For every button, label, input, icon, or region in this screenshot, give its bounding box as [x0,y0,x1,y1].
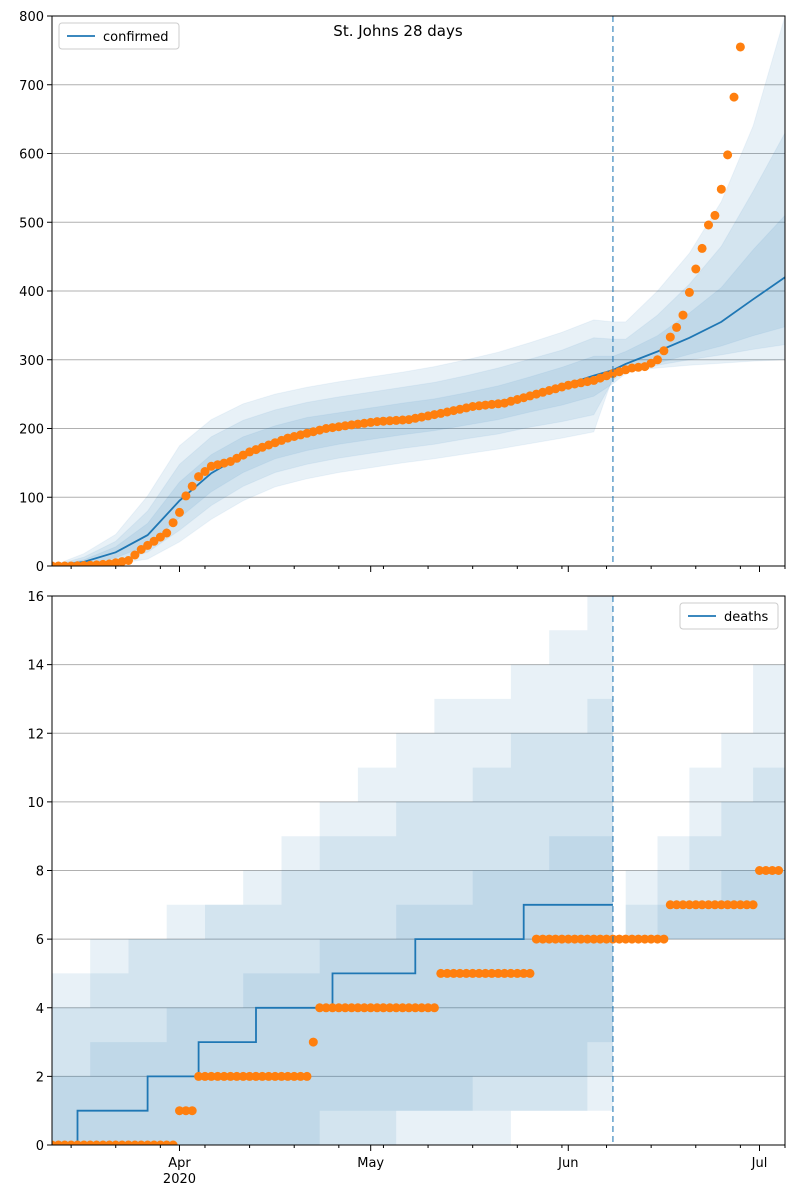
y-tick-label: 2 [36,1070,44,1085]
observed-point [691,265,700,274]
y-tick-label: 6 [36,933,44,948]
x-tick-label: May [357,1156,384,1171]
y-tick-label: 200 [19,423,44,438]
y-tick-label: 0 [36,560,44,575]
observed-point [162,529,171,538]
observed-point [653,355,662,364]
y-tick-label: 0 [36,1139,44,1154]
observed-point [169,518,178,527]
legend-label: confirmed [103,30,169,45]
observed-point [303,1072,312,1081]
plot-area [48,596,786,1150]
y-tick-label: 700 [19,79,44,94]
observed-point [730,93,739,102]
y-tick-label: 10 [27,796,44,811]
figure: St. Johns 28 days 0100200300400500600700… [0,0,800,1200]
y-tick-label: 800 [19,10,44,25]
legend: deaths [680,603,778,629]
observed-point [666,333,675,342]
y-tick-label: 300 [19,354,44,369]
x-tick-label: Apr [168,1156,191,1171]
observed-point [309,1038,318,1047]
y-tick-label: 4 [36,1002,44,1017]
observed-point [704,221,713,230]
observed-point [188,482,197,491]
observed-point [698,244,707,253]
observed-point [659,346,668,355]
x-tick-label: Jul [751,1156,768,1171]
observed-point [685,288,694,297]
y-tick-label: 100 [19,491,44,506]
y-tick-label: 14 [27,659,44,674]
observed-point [181,491,190,500]
observed-point [717,185,726,194]
y-tick-label: 8 [36,865,44,880]
observed-point [526,969,535,978]
y-tick-label: 12 [27,727,44,742]
observed-point [774,866,783,875]
observed-point [723,150,732,159]
observed-point [188,1106,197,1115]
observed-point [679,311,688,320]
legend-label: deaths [724,610,769,625]
plot-area [48,16,786,571]
forecast-band-3 [626,596,785,939]
y-tick-label: 600 [19,148,44,163]
x-tick-sublabel: 2020 [163,1172,196,1187]
observed-point [749,900,758,909]
y-tick-label: 16 [27,590,44,605]
observed-point [175,508,184,517]
observed-point [736,42,745,51]
confirmed-panel: 0 100 200 300 400 500 600 700 800 confirmed [19,10,785,575]
observed-point [659,935,668,944]
y-tick-label: 500 [19,216,44,231]
y-tick-label: 400 [19,285,44,300]
legend: confirmed [59,23,179,49]
observed-point [430,1003,439,1012]
x-tick-label: Jun [557,1156,578,1171]
observed-point [710,211,719,220]
figure-title: St. Johns 28 days [333,22,463,40]
observed-point [672,323,681,332]
